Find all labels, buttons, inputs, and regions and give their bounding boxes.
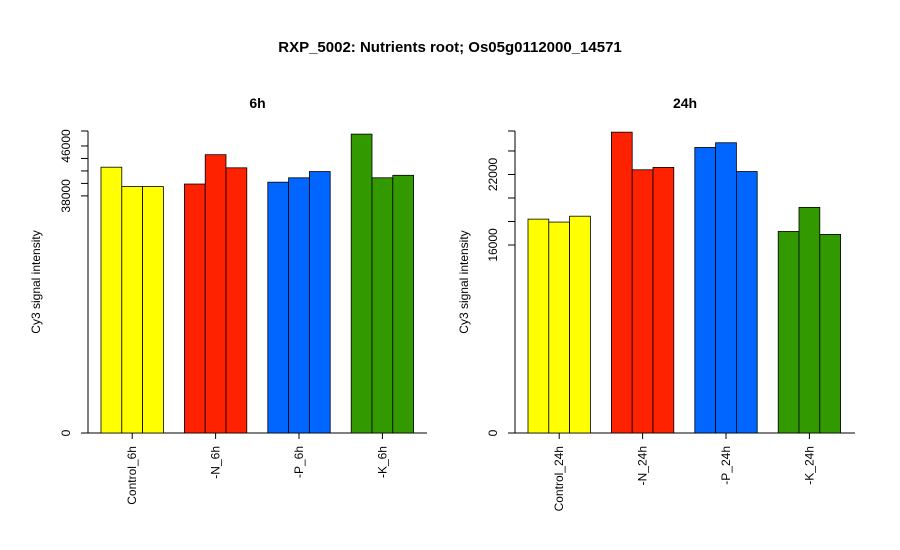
- y-tick-label: 16000: [486, 228, 500, 262]
- y-axis-label: Cy3 signal intensity: [29, 230, 43, 333]
- category-label: -K_6h: [375, 446, 389, 478]
- y-tick-label: 0: [59, 429, 73, 436]
- panel-24h: 24h Cy3 signal intensity 0 16000 22000 Contro…: [457, 95, 855, 511]
- bar: [225, 167, 248, 434]
- category-label: -N_6h: [209, 446, 223, 479]
- category-label: -K_24h: [802, 446, 816, 485]
- bar: [204, 154, 227, 434]
- bar: [527, 218, 550, 434]
- bar: [288, 177, 310, 434]
- panel-title: 24h: [673, 95, 697, 111]
- bar: [569, 215, 591, 434]
- bar: [183, 183, 206, 434]
- category-label: Control_6h: [125, 446, 139, 505]
- bar: [100, 166, 123, 434]
- panel-6h: 6h Cy3 signal intensity 0 38000 46000 Control…: [29, 95, 427, 505]
- category-label: -N_24h: [636, 446, 650, 485]
- bar: [142, 186, 164, 434]
- y-tick-label: 38000: [59, 179, 73, 213]
- category-label: Control_24h: [552, 446, 566, 511]
- bar: [350, 133, 373, 434]
- bar: [777, 231, 800, 434]
- main-title: RXP_5002: Nutrients root; Os05g0112000_1…: [278, 39, 622, 56]
- bar: [798, 206, 821, 434]
- bar: [548, 221, 570, 434]
- bar: [631, 169, 654, 434]
- bar: [308, 171, 331, 434]
- bar: [715, 142, 737, 434]
- bar: [694, 147, 716, 434]
- y-tick-label: 46000: [59, 129, 73, 163]
- bar: [611, 131, 633, 434]
- y-tick-label: 0: [486, 429, 500, 436]
- category-label: -P_6h: [292, 446, 306, 478]
- bar: [652, 167, 675, 434]
- y-tick-label: 22000: [486, 157, 500, 191]
- bar: [819, 234, 841, 434]
- bar: [392, 174, 414, 434]
- category-label: -P_24h: [719, 446, 733, 485]
- bar: [371, 177, 394, 434]
- bar: [121, 186, 144, 434]
- y-axis-label: Cy3 signal intensity: [457, 230, 471, 333]
- bar: [736, 171, 758, 434]
- bar: [267, 181, 289, 434]
- panel-title: 6h: [249, 95, 265, 111]
